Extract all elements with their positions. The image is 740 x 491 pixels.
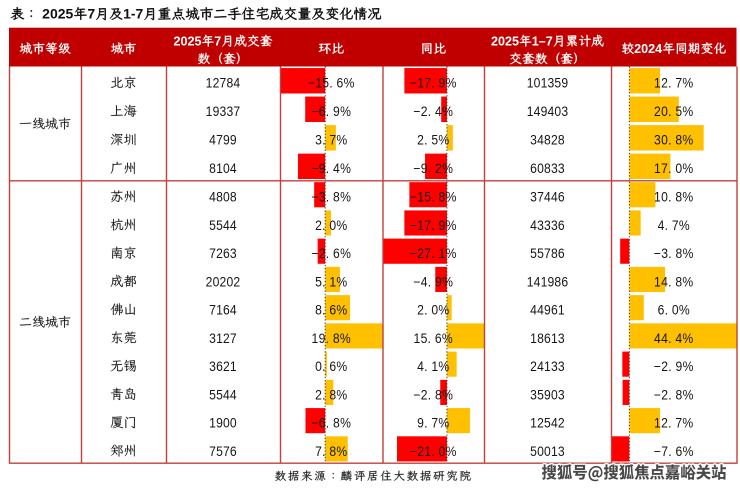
svg-text:12542: 12542 (530, 415, 565, 431)
svg-text:55786: 55786 (530, 245, 565, 261)
svg-text:2. 8%: 2. 8% (315, 387, 347, 403)
svg-text:−2. 8%: −2. 8% (654, 387, 694, 403)
svg-text:50013: 50013 (530, 443, 565, 459)
svg-text:7. 8%: 7. 8% (315, 443, 347, 459)
svg-text:−27. 1%: −27. 1% (410, 245, 457, 261)
svg-text:0. 6%: 0. 6% (315, 358, 347, 374)
svg-text:−9. 4%: −9. 4% (311, 161, 351, 177)
svg-text:20202: 20202 (206, 274, 241, 290)
svg-text:−17. 9%: −17. 9% (410, 217, 457, 233)
svg-text:7: 7 (214, 34, 221, 48)
svg-text:−2. 9%: −2. 9% (654, 358, 694, 374)
svg-text:149403: 149403 (527, 104, 569, 120)
svg-text:1-7: 1-7 (123, 6, 143, 22)
svg-text:19337: 19337 (206, 104, 241, 120)
svg-text:8104: 8104 (209, 161, 237, 177)
svg-text:19. 8%: 19. 8% (312, 330, 351, 346)
svg-text:8. 6%: 8. 6% (315, 302, 347, 318)
svg-text:3127: 3127 (209, 330, 237, 346)
svg-text:24133: 24133 (530, 358, 565, 374)
svg-text:44. 4%: 44. 4% (654, 330, 693, 346)
svg-text:2024: 2024 (634, 42, 662, 56)
svg-text:−4. 9%: −4. 9% (413, 274, 453, 290)
svg-text:3. 7%: 3. 7% (315, 132, 347, 148)
svg-text:15. 6%: 15. 6% (414, 330, 453, 346)
svg-text:3621: 3621 (209, 358, 237, 374)
svg-text:−15. 6%: −15. 6% (308, 75, 355, 91)
svg-text:4. 7%: 4. 7% (658, 217, 690, 233)
svg-text:17. 0%: 17. 0% (654, 161, 693, 177)
svg-text:−6. 8%: −6. 8% (311, 415, 351, 431)
svg-text:4799: 4799 (209, 132, 237, 148)
svg-text:12. 7%: 12. 7% (654, 415, 693, 431)
svg-text:7: 7 (87, 6, 95, 22)
svg-text:37446: 37446 (530, 189, 565, 205)
svg-text:−3. 8%: −3. 8% (654, 245, 694, 261)
svg-text:7263: 7263 (209, 245, 237, 261)
svg-text:20. 5%: 20. 5% (654, 104, 693, 120)
svg-text:12784: 12784 (206, 75, 241, 91)
svg-text:44961: 44961 (530, 302, 565, 318)
svg-text:2. 0%: 2. 0% (417, 302, 449, 318)
svg-text:18613: 18613 (530, 330, 565, 346)
svg-text:6. 0%: 6. 0% (658, 302, 690, 318)
svg-text:4. 1%: 4. 1% (417, 358, 449, 374)
svg-text:7576: 7576 (209, 443, 237, 459)
svg-text:1–7: 1–7 (532, 34, 553, 48)
svg-text:4808: 4808 (209, 189, 237, 205)
svg-text:2025: 2025 (491, 34, 519, 48)
svg-text:35903: 35903 (530, 387, 565, 403)
svg-text:−3. 8%: −3. 8% (311, 189, 351, 205)
svg-text:2. 0%: 2. 0% (315, 217, 347, 233)
svg-text:−15. 8%: −15. 8% (410, 189, 457, 205)
svg-text:9. 7%: 9. 7% (417, 415, 449, 431)
svg-text:34828: 34828 (530, 132, 565, 148)
svg-text:7164: 7164 (209, 302, 237, 318)
svg-text:101359: 101359 (527, 75, 569, 91)
svg-text:−2. 6%: −2. 6% (311, 245, 351, 261)
svg-text:−2. 4%: −2. 4% (413, 104, 453, 120)
svg-text:−7. 6%: −7. 6% (654, 443, 694, 459)
svg-text:−21. 0%: −21. 0% (410, 443, 457, 459)
svg-text:2. 5%: 2. 5% (417, 132, 449, 148)
svg-text:5. 1%: 5. 1% (315, 274, 347, 290)
svg-text:141986: 141986 (527, 274, 569, 290)
svg-text:12. 7%: 12. 7% (654, 75, 693, 91)
svg-text:43336: 43336 (530, 217, 565, 233)
svg-text:5544: 5544 (209, 217, 237, 233)
svg-text:2025: 2025 (38, 6, 73, 22)
svg-text:5544: 5544 (209, 387, 237, 403)
svg-text:2025: 2025 (173, 34, 201, 48)
svg-text:1900: 1900 (209, 415, 237, 431)
svg-text:−6. 9%: −6. 9% (311, 104, 351, 120)
svg-text:30. 8%: 30. 8% (654, 132, 693, 148)
svg-text:−9. 2%: −9. 2% (413, 161, 453, 177)
svg-text:−2. 8%: −2. 8% (413, 387, 453, 403)
svg-text:14. 8%: 14. 8% (654, 274, 693, 290)
svg-text:−17. 9%: −17. 9% (410, 75, 457, 91)
svg-text:10. 8%: 10. 8% (654, 189, 693, 205)
svg-text:60833: 60833 (530, 161, 565, 177)
